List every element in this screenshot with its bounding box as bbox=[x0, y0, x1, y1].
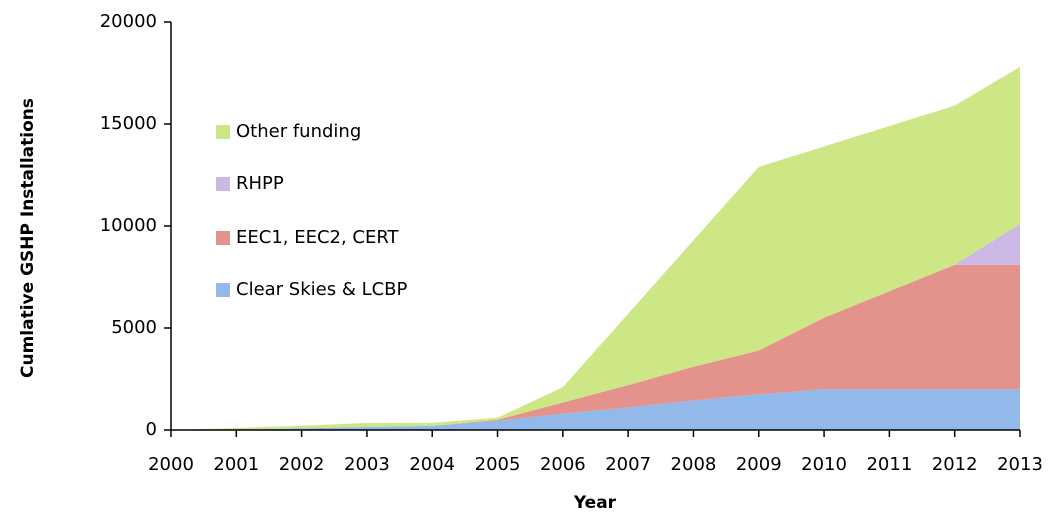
x-tick-label: 2007 bbox=[605, 454, 651, 475]
area bbox=[171, 66, 1020, 430]
legend-swatch bbox=[216, 283, 230, 297]
y-tick-label: 0 bbox=[146, 419, 157, 440]
x-tick-label: 2003 bbox=[344, 454, 390, 475]
x-tick-label: 2004 bbox=[409, 454, 455, 475]
x-tick-label: 2009 bbox=[736, 454, 782, 475]
x-tick-label: 2000 bbox=[148, 454, 194, 475]
x-tick-label: 2012 bbox=[932, 454, 978, 475]
y-tick-label: 15000 bbox=[100, 113, 157, 134]
legend-label: RHPP bbox=[236, 173, 284, 194]
x-tick-label: 2002 bbox=[279, 454, 325, 475]
legend-label: Other funding bbox=[236, 121, 361, 142]
y-axis-title: Cumlative GSHP Installations bbox=[18, 98, 38, 378]
x-tick-label: 2010 bbox=[801, 454, 847, 475]
y-tick-label: 5000 bbox=[111, 317, 157, 338]
area bbox=[171, 264, 1020, 430]
legend-label: Clear Skies & LCBP bbox=[236, 279, 408, 300]
y-tick-label: 10000 bbox=[100, 215, 157, 236]
legend-label: EEC1, EEC2, CERT bbox=[236, 227, 400, 248]
x-tick-label: 2001 bbox=[213, 454, 259, 475]
legend-swatch bbox=[216, 125, 230, 139]
legend-swatch bbox=[216, 177, 230, 191]
x-tick-label: 2006 bbox=[540, 454, 586, 475]
x-tick-label: 2013 bbox=[997, 454, 1043, 475]
x-tick-label: 2008 bbox=[671, 454, 717, 475]
area bbox=[171, 389, 1020, 430]
y-tick-label: 20000 bbox=[100, 11, 157, 32]
x-tick-label: 2011 bbox=[866, 454, 912, 475]
legend-swatch bbox=[216, 231, 230, 245]
x-axis-title: Year bbox=[573, 493, 617, 513]
x-tick-label: 2005 bbox=[475, 454, 521, 475]
